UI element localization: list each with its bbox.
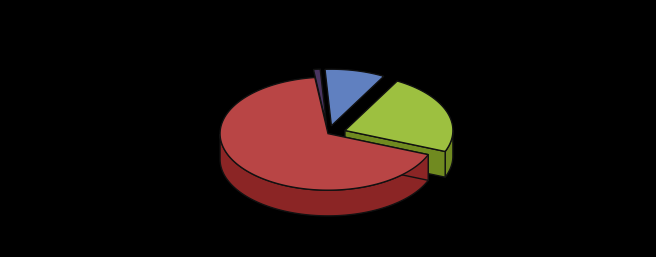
Polygon shape — [220, 134, 428, 216]
Polygon shape — [345, 81, 453, 151]
Polygon shape — [328, 134, 428, 180]
Polygon shape — [220, 78, 428, 190]
Polygon shape — [345, 131, 445, 177]
Polygon shape — [314, 69, 327, 126]
Polygon shape — [445, 130, 453, 177]
Polygon shape — [325, 69, 384, 126]
